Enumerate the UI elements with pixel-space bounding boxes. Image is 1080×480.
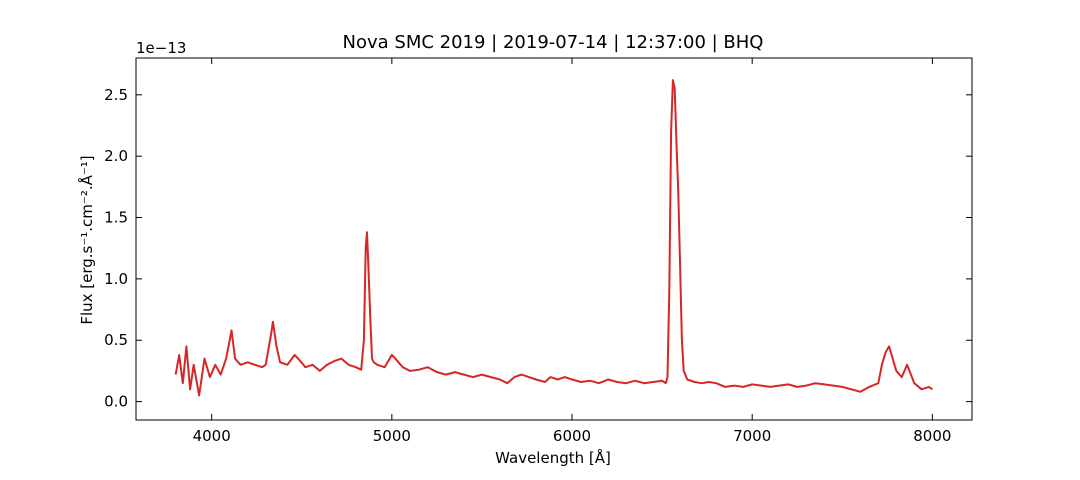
x-tick-label: 7000: [733, 427, 771, 445]
axes-frame: [135, 57, 973, 421]
y-tick-label: 1.5: [104, 209, 128, 227]
x-tick-label: 4000: [193, 427, 231, 445]
spectrum-line: [174, 79, 933, 397]
y-tick-label: 1.0: [104, 270, 128, 288]
y-tick-label: 0.0: [104, 393, 128, 411]
chart-title: Nova SMC 2019 | 2019-07-14 | 12:37:00 | …: [343, 32, 764, 53]
y-tick-label: 0.5: [104, 331, 128, 349]
y-axis: 0.0 0.5 1.0 1.5 2.0 2.5: [104, 86, 972, 411]
x-tick-label: 5000: [373, 427, 411, 445]
y-tick-label: 2.0: [104, 147, 128, 165]
x-tick-label: 8000: [913, 427, 951, 445]
y-offset-label: 1e−13: [136, 39, 186, 57]
y-axis-label: Flux [erg.s⁻¹.cm⁻².Å⁻¹]: [77, 155, 96, 324]
y-tick-label: 2.5: [104, 86, 128, 104]
x-axis: 4000 5000 6000 7000 8000: [193, 58, 951, 445]
x-axis-label: Wavelength [Å]: [495, 448, 611, 467]
plot-area: [174, 79, 933, 397]
x-tick-label: 6000: [553, 427, 591, 445]
